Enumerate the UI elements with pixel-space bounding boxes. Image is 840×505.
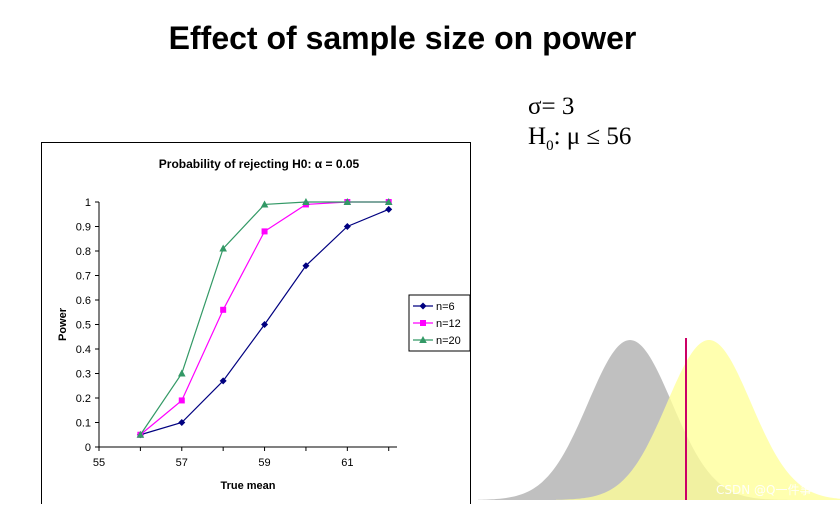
y-axis-label: Power — [57, 307, 69, 341]
data-point-n12 — [220, 306, 227, 313]
data-point-n6 — [302, 262, 310, 270]
y-tick-label: 0.7 — [76, 271, 91, 283]
slide-title: Effect of sample size on power — [168, 20, 637, 56]
y-tick-label: 0.3 — [76, 369, 91, 381]
x-tick-label: 57 — [176, 457, 188, 469]
y-tick-label: 0.1 — [76, 418, 91, 430]
null-distribution-curve — [478, 340, 790, 500]
data-point-n20 — [136, 430, 145, 438]
data-point-n6 — [385, 205, 393, 213]
legend-label: n=6 — [436, 301, 455, 313]
watermark: CSDN @Q一件事 — [716, 483, 812, 497]
data-point-n12 — [178, 397, 185, 404]
y-tick-label: 0.9 — [76, 222, 91, 234]
y-tick-label: 0.2 — [76, 393, 91, 405]
y-tick-label: 0.5 — [76, 320, 91, 332]
power-chart: Probability of rejecting H0: α = 0.05 0 0.… — [57, 157, 471, 492]
data-point-n6 — [178, 419, 186, 426]
data-point-n12 — [261, 228, 268, 235]
series-line-n12 — [140, 201, 389, 436]
h0-subscript: 0 — [546, 138, 554, 154]
y-tick-label: 1 — [85, 197, 91, 209]
y-tick-label: 0.6 — [76, 295, 91, 307]
y-tick-label: 0.4 — [76, 344, 91, 356]
data-point-n20 — [343, 198, 352, 205]
data-point-n6 — [343, 223, 351, 230]
sigma-label: σ= 3 — [528, 93, 575, 120]
alternative-distribution-curve — [556, 340, 840, 500]
h0-letter: H — [528, 123, 547, 150]
y-tick-label: 0 — [85, 442, 91, 454]
y-tick-label: 0.8 — [76, 246, 91, 258]
data-point-n20 — [384, 198, 393, 205]
x-axis-label: True mean — [220, 480, 275, 492]
data-point-n6 — [219, 377, 227, 385]
h0-condition: : μ ≤ 56 — [553, 123, 632, 150]
data-point-n20 — [177, 369, 186, 377]
series-line-n20 — [139, 201, 389, 436]
x-tick-label: 59 — [258, 457, 270, 469]
legend-marker — [420, 320, 426, 326]
data-point-n20 — [302, 198, 310, 205]
parameters-block: σ= 3 H0: μ ≤ 56 — [528, 92, 631, 161]
legend-marker — [419, 336, 427, 343]
data-point-n20 — [260, 200, 269, 208]
x-tick-label: 55 — [93, 457, 105, 469]
legend-label: n=20 — [436, 335, 461, 347]
legend-marker — [419, 302, 427, 310]
power-chart-frame: Probability of rejecting H0: α = 0.05 0 0.… — [41, 142, 471, 504]
legend-label: n=12 — [436, 318, 461, 330]
x-tick-label: 61 — [341, 457, 353, 469]
null-hypothesis-label: H0: μ ≤ 56 — [528, 122, 631, 161]
chart-title: Probability of rejecting H0: α = 0.05 — [159, 157, 360, 171]
data-point-n20 — [219, 244, 227, 252]
data-point-n6 — [261, 321, 269, 328]
